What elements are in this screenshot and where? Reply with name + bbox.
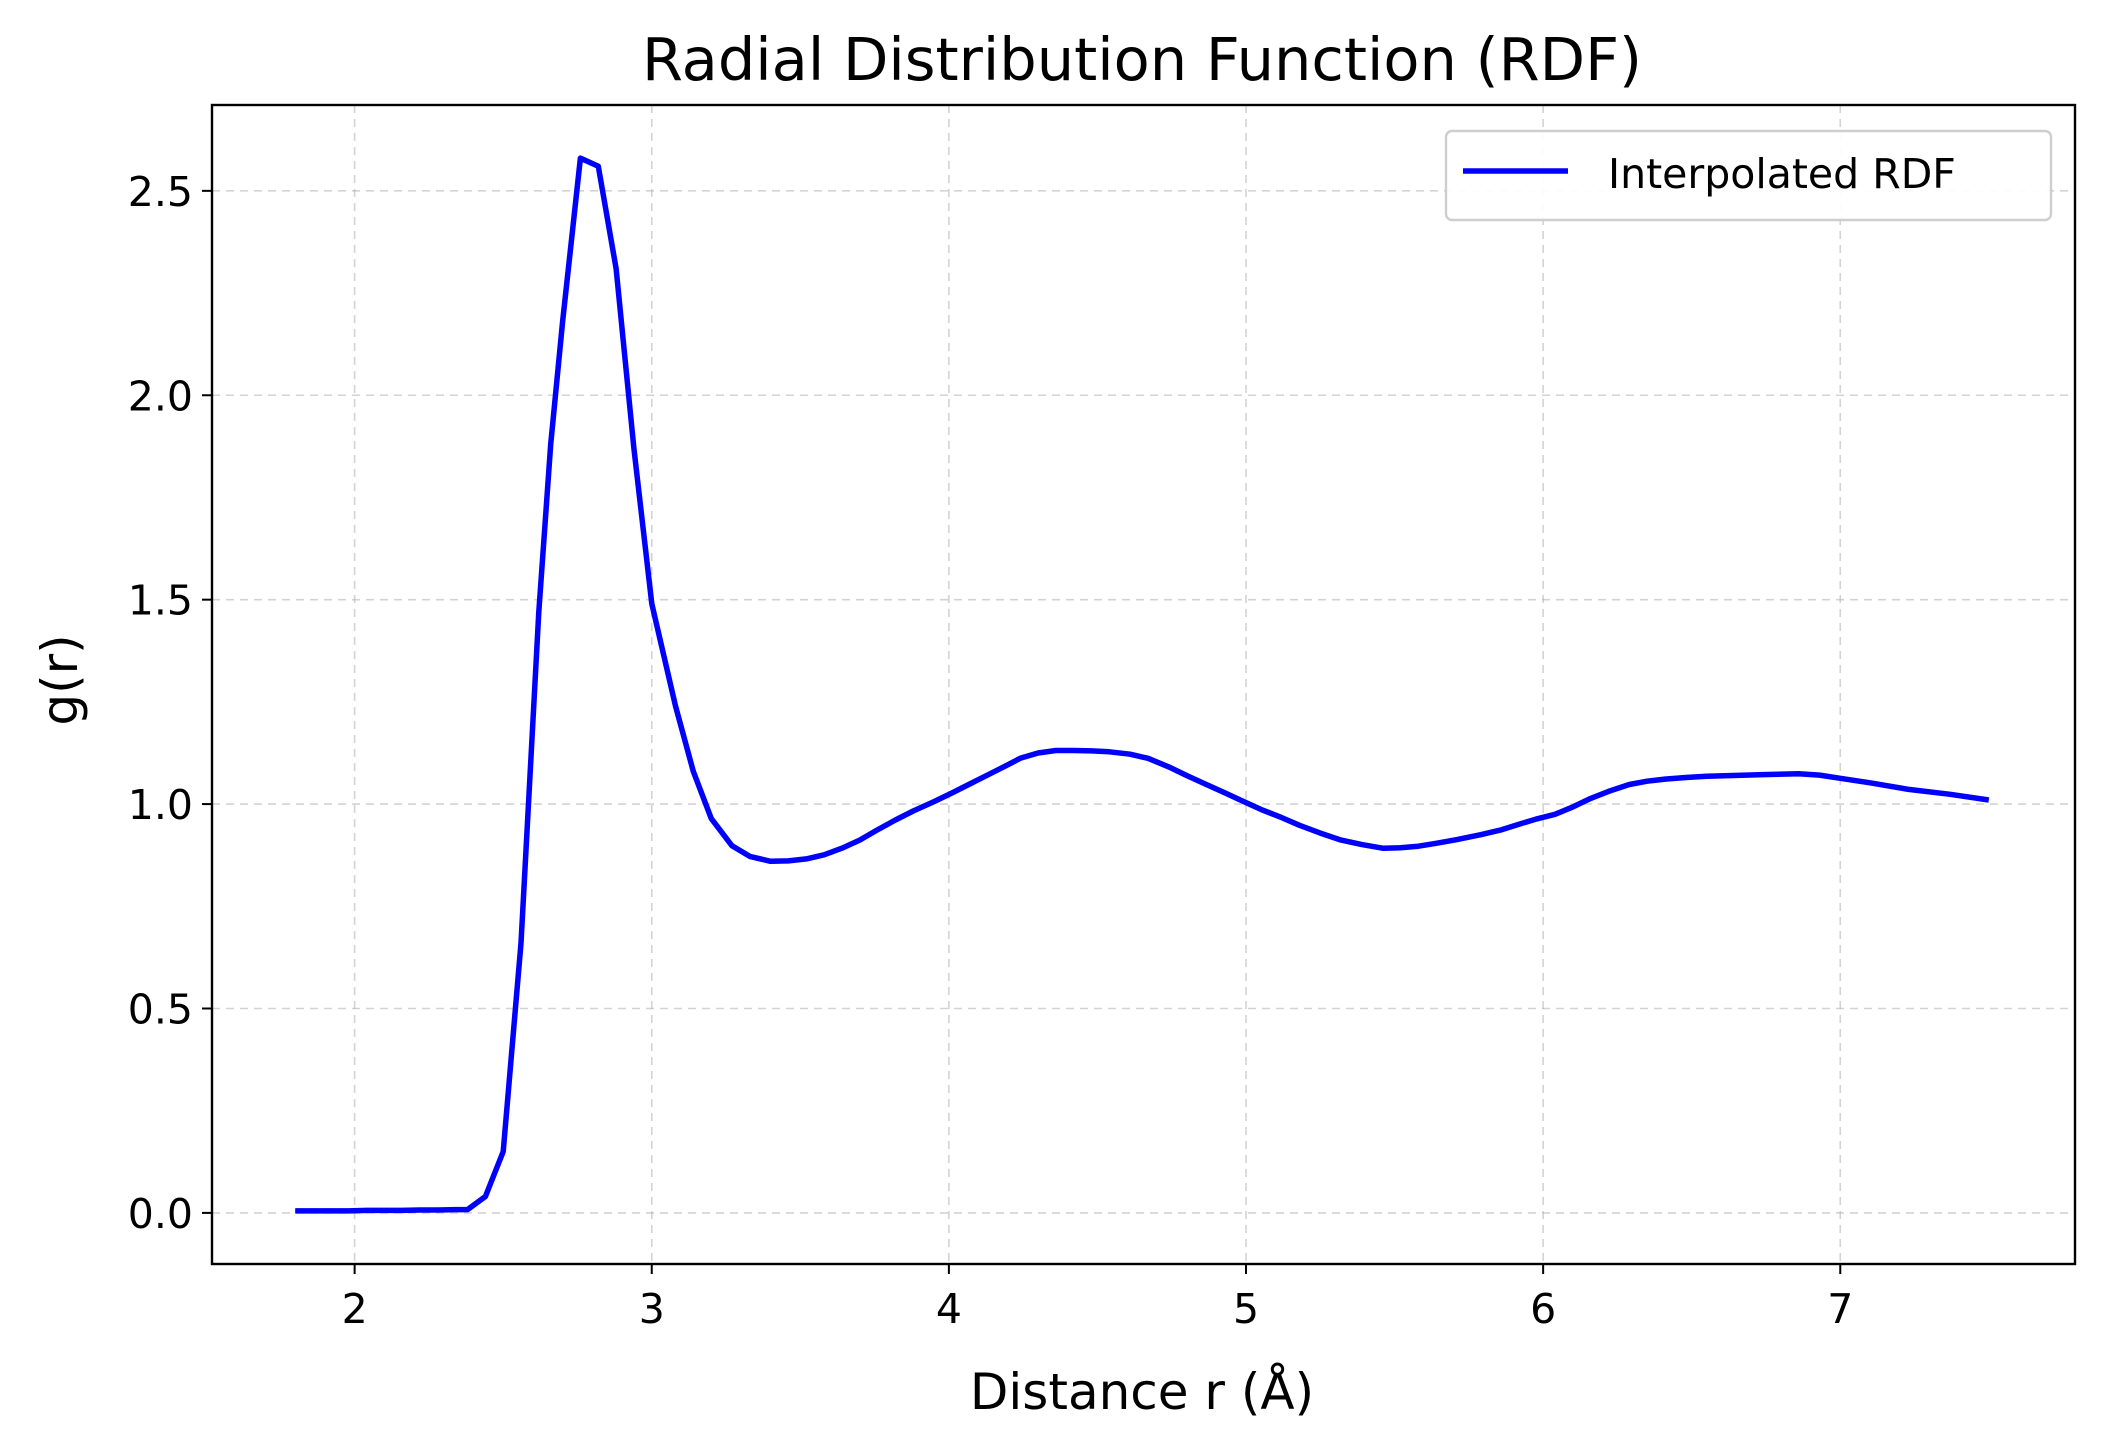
y-tick-label: 0.5 bbox=[128, 985, 193, 1033]
x-tick-label: 5 bbox=[1233, 1285, 1259, 1333]
legend: Interpolated RDF bbox=[1444, 129, 2053, 222]
legend-label: Interpolated RDF bbox=[1608, 150, 1956, 198]
plot-frame bbox=[210, 103, 2077, 1266]
grid-lines bbox=[212, 105, 2075, 1264]
x-axis-label: Distance r (Å) bbox=[970, 1363, 1314, 1421]
y-axis-label: g(r) bbox=[31, 634, 89, 725]
x-tick-label: 6 bbox=[1530, 1285, 1556, 1333]
x-tick-label: 2 bbox=[342, 1285, 368, 1333]
x-axis: 2 3 4 5 6 7 bbox=[342, 1264, 1853, 1333]
y-tick-label: 1.5 bbox=[128, 577, 193, 625]
series-line-interpolated-rdf bbox=[295, 155, 1990, 1214]
legend-box bbox=[1444, 129, 2053, 222]
x-tick-label: 4 bbox=[936, 1285, 962, 1333]
x-tick-label: 3 bbox=[639, 1285, 665, 1333]
y-axis: 0.0 0.5 1.0 1.5 2.0 2.5 bbox=[128, 168, 212, 1238]
chart-title: Radial Distribution Function (RDF) bbox=[642, 25, 1642, 94]
y-tick-label: 0.0 bbox=[128, 1190, 193, 1238]
y-tick-label: 1.0 bbox=[128, 781, 193, 829]
x-tick-label: 7 bbox=[1827, 1285, 1853, 1333]
series-layer bbox=[295, 155, 1990, 1214]
y-tick-label: 2.0 bbox=[128, 372, 193, 420]
y-tick-label: 2.5 bbox=[128, 168, 193, 216]
